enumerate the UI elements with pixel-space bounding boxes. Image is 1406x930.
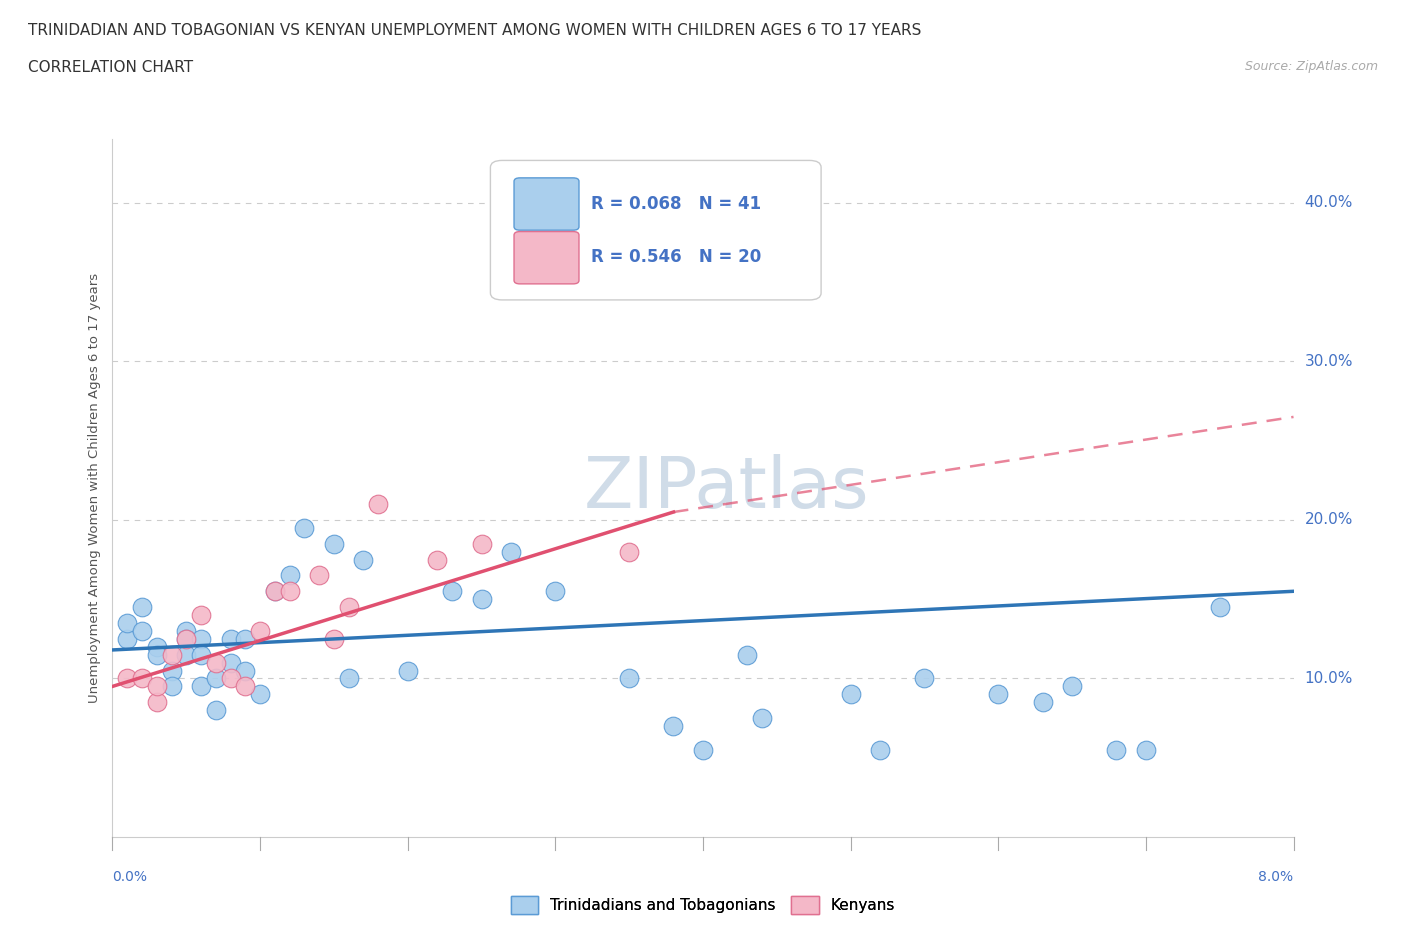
Text: 10.0%: 10.0% (1305, 671, 1353, 686)
Point (117, 631, 138, 646)
Point (839, 687, 862, 702)
Point (662, 719, 685, 734)
FancyBboxPatch shape (491, 161, 821, 300)
Point (160, 663, 183, 678)
Y-axis label: Unemployment Among Women with Children Ages 6 to 17 years: Unemployment Among Women with Children A… (89, 273, 101, 703)
Point (264, 584, 287, 599)
Point (146, 647, 169, 662)
Point (278, 584, 301, 599)
Point (146, 695, 169, 710)
Point (205, 655, 228, 670)
Text: R = 0.546   N = 20: R = 0.546 N = 20 (591, 247, 761, 266)
Text: TRINIDADIAN AND TOBAGONIAN VS KENYAN UNEMPLOYMENT AMONG WOMEN WITH CHILDREN AGES: TRINIDADIAN AND TOBAGONIAN VS KENYAN UNE… (28, 23, 921, 38)
Text: CORRELATION CHART: CORRELATION CHART (28, 60, 193, 75)
Point (292, 521, 315, 536)
Text: 30.0%: 30.0% (1305, 354, 1353, 369)
Point (117, 671, 138, 686)
Point (131, 600, 153, 615)
Point (190, 607, 212, 622)
Point (737, 647, 759, 662)
Point (337, 600, 360, 615)
Point (160, 679, 183, 694)
Point (1062, 679, 1084, 694)
Point (219, 655, 242, 670)
Text: 40.0%: 40.0% (1305, 195, 1353, 210)
Point (914, 671, 936, 686)
Point (233, 679, 256, 694)
Point (1135, 742, 1157, 757)
Point (219, 671, 242, 686)
Text: ZIPatlas: ZIPatlas (583, 454, 869, 523)
Point (471, 537, 494, 551)
Point (174, 647, 197, 662)
Point (352, 552, 374, 567)
Text: R = 0.068   N = 41: R = 0.068 N = 41 (591, 194, 761, 213)
Text: Source: ZipAtlas.com: Source: ZipAtlas.com (1244, 60, 1378, 73)
Point (1208, 600, 1232, 615)
Point (869, 742, 891, 757)
Text: 20.0%: 20.0% (1305, 512, 1353, 527)
Point (264, 584, 287, 599)
Point (337, 671, 360, 686)
Point (323, 631, 346, 646)
Point (441, 584, 464, 599)
FancyBboxPatch shape (515, 178, 579, 231)
Point (174, 631, 197, 646)
Point (205, 703, 228, 718)
Point (308, 568, 330, 583)
Point (471, 591, 494, 606)
Point (190, 631, 212, 646)
Point (219, 631, 242, 646)
Point (205, 671, 228, 686)
Point (146, 679, 169, 694)
Point (190, 679, 212, 694)
Point (117, 616, 138, 631)
Text: 0.0%: 0.0% (112, 870, 148, 884)
Point (692, 742, 714, 757)
Point (323, 537, 346, 551)
Text: 8.0%: 8.0% (1258, 870, 1294, 884)
Point (233, 631, 256, 646)
Point (544, 584, 567, 599)
Point (396, 663, 419, 678)
Point (249, 623, 271, 638)
Legend: Trinidadians and Tobagonians, Kenyans: Trinidadians and Tobagonians, Kenyans (505, 890, 901, 920)
Point (987, 687, 1010, 702)
Point (1105, 742, 1128, 757)
Point (233, 663, 256, 678)
Point (619, 671, 641, 686)
Point (1032, 695, 1054, 710)
Point (146, 639, 169, 654)
Point (619, 544, 641, 559)
Point (367, 497, 389, 512)
FancyBboxPatch shape (515, 232, 579, 284)
Point (721, 219, 744, 234)
Point (174, 623, 197, 638)
Point (190, 647, 212, 662)
Point (174, 631, 197, 646)
Point (131, 623, 153, 638)
Point (751, 711, 773, 725)
Point (501, 544, 523, 559)
Point (249, 687, 271, 702)
Point (278, 568, 301, 583)
Point (160, 647, 183, 662)
Point (426, 552, 449, 567)
Point (131, 671, 153, 686)
